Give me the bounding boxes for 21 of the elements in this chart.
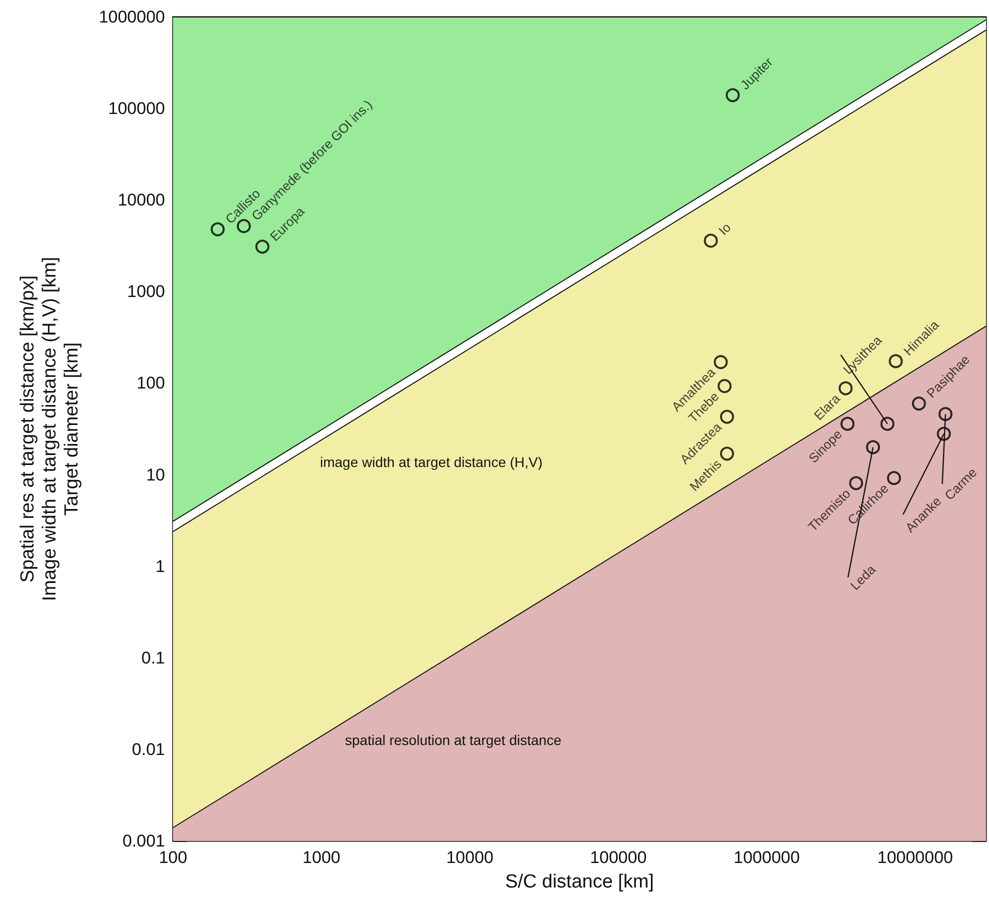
- y-tick-label: 10: [146, 465, 165, 484]
- y-tick-label: 0.001: [122, 832, 165, 850]
- y-tick-label: 100000: [108, 99, 165, 118]
- y-tick-label: 1000: [127, 282, 165, 302]
- x-tick-label: 100000: [590, 848, 647, 867]
- x-tick-label: 100: [158, 848, 188, 867]
- y-tick-label: 0.1: [141, 648, 165, 668]
- x-tick-label: 1000: [302, 848, 340, 867]
- y-tick-label: 10000: [118, 190, 165, 210]
- annotation: Io: [716, 220, 734, 238]
- x-tick-label: 10000: [446, 848, 494, 867]
- y-axis-title: Spatial res at target distance [km/px] Image width at target distance (H,V) [km] Target diameter [km]: [18, 256, 82, 602]
- x-tick-label: 10000000: [877, 848, 953, 867]
- y-tick-label: 100: [136, 374, 165, 393]
- x-axis-title: S/C distance [km]: [505, 871, 654, 892]
- annotation: spatial resolution at target distance: [345, 732, 562, 748]
- y-tick-label: 1000000: [98, 8, 165, 26]
- annotation: image width at target distance (H,V): [320, 454, 543, 470]
- x-tick-label: 1000000: [734, 848, 800, 867]
- y-tick-label: 0.01: [132, 740, 165, 759]
- y-tick-label: 1: [156, 556, 165, 576]
